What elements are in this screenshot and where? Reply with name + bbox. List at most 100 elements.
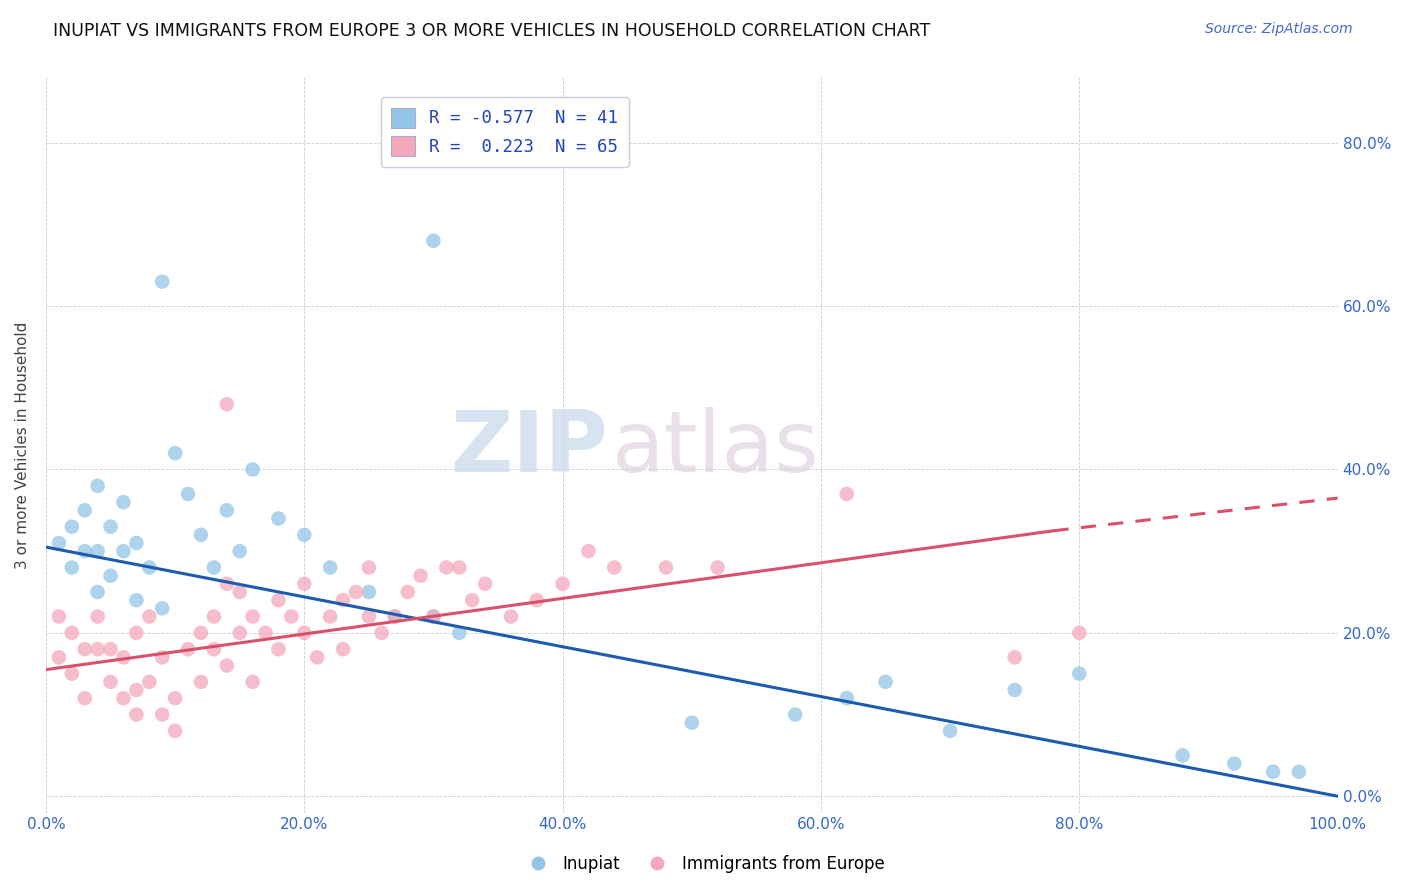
Point	[73, 642, 96, 657]
Point	[125, 707, 148, 722]
Point	[307, 650, 329, 665]
Point	[280, 609, 302, 624]
Point	[242, 462, 264, 476]
Point	[228, 585, 250, 599]
Point	[73, 544, 96, 558]
Point	[215, 503, 238, 517]
Point	[150, 275, 173, 289]
Point	[785, 707, 807, 722]
Point	[100, 674, 122, 689]
Point	[526, 593, 548, 607]
Point	[125, 593, 148, 607]
Point	[706, 560, 728, 574]
Point	[165, 723, 187, 738]
Point	[875, 674, 897, 689]
Point	[190, 528, 212, 542]
Point	[202, 642, 225, 657]
Point	[202, 609, 225, 624]
Point	[835, 691, 858, 706]
Point	[125, 683, 148, 698]
Point	[357, 585, 380, 599]
Point	[422, 609, 444, 624]
Point	[1261, 764, 1284, 779]
Point	[332, 642, 354, 657]
Point	[1069, 666, 1091, 681]
Point	[499, 609, 522, 624]
Point	[384, 609, 406, 624]
Point	[603, 560, 626, 574]
Point	[292, 625, 315, 640]
Point	[267, 593, 290, 607]
Point	[357, 609, 380, 624]
Point	[228, 625, 250, 640]
Point	[112, 544, 135, 558]
Point	[267, 511, 290, 525]
Point	[60, 519, 83, 533]
Point	[551, 577, 574, 591]
Point	[48, 609, 70, 624]
Point	[202, 560, 225, 574]
Point	[177, 642, 200, 657]
Point	[48, 650, 70, 665]
Point	[112, 650, 135, 665]
Text: atlas: atlas	[612, 407, 820, 491]
Point	[835, 487, 858, 501]
Point	[73, 503, 96, 517]
Text: INUPIAT VS IMMIGRANTS FROM EUROPE 3 OR MORE VEHICLES IN HOUSEHOLD CORRELATION CH: INUPIAT VS IMMIGRANTS FROM EUROPE 3 OR M…	[53, 22, 931, 40]
Point	[112, 495, 135, 509]
Point	[138, 609, 160, 624]
Text: ZIP: ZIP	[450, 407, 607, 491]
Point	[60, 560, 83, 574]
Point	[86, 642, 108, 657]
Point	[319, 560, 342, 574]
Point	[150, 650, 173, 665]
Point	[242, 609, 264, 624]
Point	[332, 593, 354, 607]
Point	[86, 609, 108, 624]
Point	[138, 674, 160, 689]
Point	[1171, 748, 1194, 763]
Point	[190, 674, 212, 689]
Point	[254, 625, 277, 640]
Point	[242, 674, 264, 689]
Point	[474, 577, 496, 591]
Point	[215, 658, 238, 673]
Point	[190, 625, 212, 640]
Point	[138, 560, 160, 574]
Point	[578, 544, 600, 558]
Point	[73, 691, 96, 706]
Point	[125, 536, 148, 550]
Point	[384, 609, 406, 624]
Point	[371, 625, 394, 640]
Point	[319, 609, 342, 624]
Point	[228, 544, 250, 558]
Point	[939, 723, 962, 738]
Point	[292, 528, 315, 542]
Point	[215, 577, 238, 591]
Point	[461, 593, 484, 607]
Point	[150, 601, 173, 615]
Point	[1288, 764, 1310, 779]
Point	[409, 568, 432, 582]
Point	[1004, 650, 1026, 665]
Point	[449, 625, 471, 640]
Point	[422, 234, 444, 248]
Point	[100, 519, 122, 533]
Legend: R = -0.577  N = 41, R =  0.223  N = 65: R = -0.577 N = 41, R = 0.223 N = 65	[381, 97, 628, 167]
Point	[86, 544, 108, 558]
Text: Source: ZipAtlas.com: Source: ZipAtlas.com	[1205, 22, 1353, 37]
Y-axis label: 3 or more Vehicles in Household: 3 or more Vehicles in Household	[15, 321, 30, 569]
Point	[100, 568, 122, 582]
Legend: Inupiat, Immigrants from Europe: Inupiat, Immigrants from Europe	[515, 848, 891, 880]
Point	[86, 585, 108, 599]
Point	[292, 577, 315, 591]
Point	[422, 609, 444, 624]
Point	[655, 560, 678, 574]
Point	[267, 642, 290, 657]
Point	[1223, 756, 1246, 771]
Point	[1004, 683, 1026, 698]
Point	[125, 625, 148, 640]
Point	[165, 446, 187, 460]
Point	[344, 585, 367, 599]
Point	[150, 707, 173, 722]
